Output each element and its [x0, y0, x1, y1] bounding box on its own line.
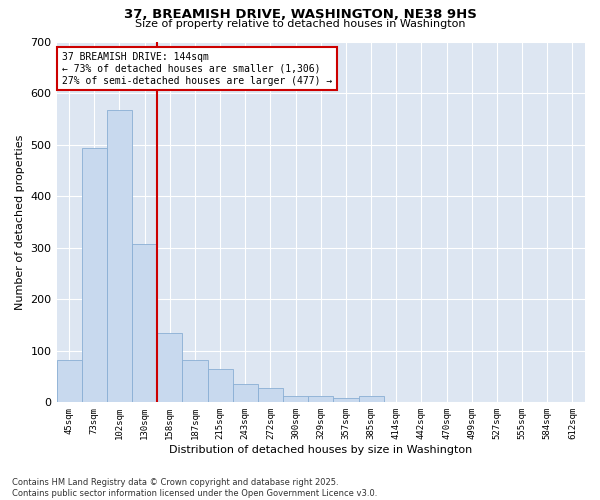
Bar	[208, 369, 233, 402]
Text: Size of property relative to detached houses in Washington: Size of property relative to detached ho…	[135, 19, 465, 29]
Text: 37, BREAMISH DRIVE, WASHINGTON, NE38 9HS: 37, BREAMISH DRIVE, WASHINGTON, NE38 9HS	[124, 8, 476, 20]
Text: Contains HM Land Registry data © Crown copyright and database right 2025.
Contai: Contains HM Land Registry data © Crown c…	[12, 478, 377, 498]
Y-axis label: Number of detached properties: Number of detached properties	[15, 134, 25, 310]
Bar	[233, 384, 258, 402]
Bar	[82, 148, 107, 403]
Bar	[283, 396, 308, 402]
Bar	[107, 110, 132, 403]
Text: 37 BREAMISH DRIVE: 144sqm
← 73% of detached houses are smaller (1,306)
27% of se: 37 BREAMISH DRIVE: 144sqm ← 73% of detac…	[62, 52, 332, 86]
Bar	[258, 388, 283, 402]
Bar	[182, 360, 208, 403]
X-axis label: Distribution of detached houses by size in Washington: Distribution of detached houses by size …	[169, 445, 472, 455]
Bar	[132, 244, 157, 402]
Bar	[334, 398, 359, 402]
Bar	[308, 396, 334, 402]
Bar	[56, 360, 82, 403]
Bar	[359, 396, 383, 402]
Bar	[157, 332, 182, 402]
